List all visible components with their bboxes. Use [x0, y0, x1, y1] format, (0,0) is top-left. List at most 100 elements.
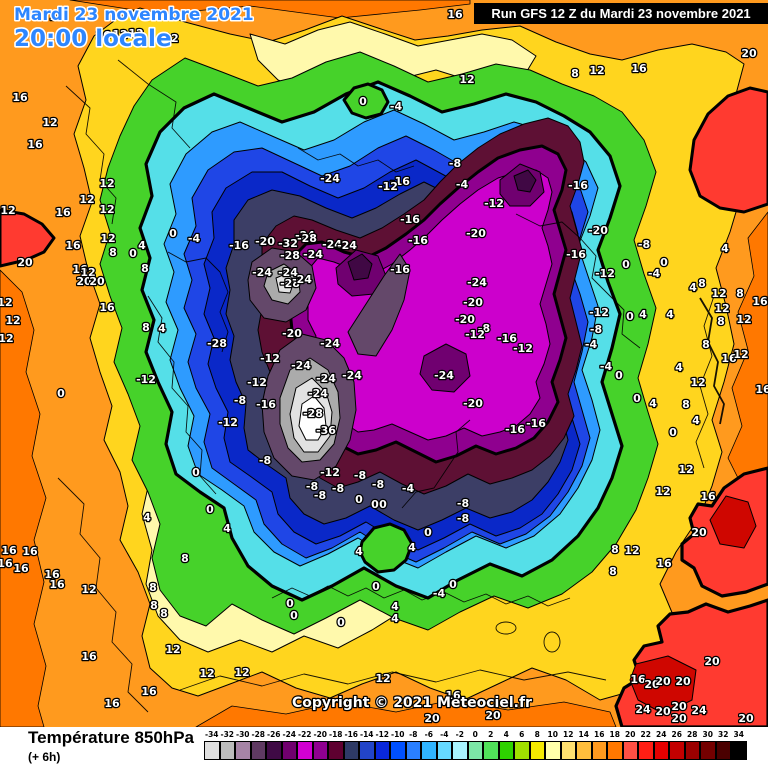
- colorbar-tick: 6: [519, 730, 525, 739]
- temp-label: -4: [188, 232, 201, 245]
- colorbar-cell: [452, 741, 468, 760]
- colorbar-cell: [343, 741, 359, 760]
- region-archipelago-light-gray: [275, 272, 295, 294]
- temp-label: 12: [80, 266, 95, 279]
- colorbar-cell: [312, 741, 328, 760]
- region-greenland-north-wedge: [347, 253, 411, 357]
- temp-label: 0: [449, 578, 457, 591]
- colorbar-cell: [390, 741, 406, 760]
- temp-label: 12: [99, 203, 114, 216]
- temp-label: 16: [49, 578, 65, 591]
- colorbar-cell: [653, 741, 669, 760]
- temp-label: 24: [635, 703, 651, 716]
- temp-label: -12: [218, 416, 238, 429]
- temp-label: 16: [752, 295, 768, 308]
- temp-label: -24: [342, 369, 362, 382]
- colorbar-cell: [281, 741, 297, 760]
- temp-label: -16: [408, 234, 428, 247]
- legend-title: Température 850hPa: [28, 728, 194, 747]
- region-near-black-patch: [513, 169, 537, 193]
- temp-label: 4: [692, 414, 700, 427]
- coastlines-and-contours: [57, 59, 725, 713]
- temp-label: -16: [505, 423, 525, 436]
- temp-label: -16: [390, 175, 410, 188]
- temp-label: 0: [206, 503, 214, 516]
- temp-label: 16: [0, 557, 13, 570]
- temp-label: 8: [142, 321, 150, 334]
- temp-label: 16: [656, 557, 672, 570]
- temp-label: 0: [626, 310, 634, 323]
- temp-label: -16: [566, 248, 586, 261]
- temp-label: 16: [81, 650, 97, 663]
- contour-line: [179, 669, 607, 691]
- temp-label: -12: [513, 342, 533, 355]
- colorbar-tick: -32: [220, 730, 235, 739]
- temp-label: 16: [72, 263, 88, 276]
- temp-label: -24: [291, 359, 311, 372]
- legend-footer: Température 850hPa (+ 6h) -34 -32 -30 -28 -2…: [0, 727, 768, 768]
- temp-label: -24: [320, 172, 340, 185]
- temp-label: 12: [589, 64, 604, 77]
- temp-label: 20: [704, 655, 720, 668]
- temp-label: 12: [690, 376, 705, 389]
- colorbar-tick: -6: [424, 730, 433, 739]
- temp-label: 20: [741, 47, 757, 60]
- temp-label: -24: [322, 238, 342, 251]
- temp-label: 16: [44, 568, 60, 581]
- temp-label: -28: [280, 249, 300, 262]
- temp-label: -8: [457, 512, 469, 525]
- temp-label: 12: [234, 666, 249, 679]
- temp-label: -16: [526, 417, 546, 430]
- temp-label: 12: [199, 667, 214, 680]
- temp-label: -24: [320, 337, 340, 350]
- coastline: [147, 295, 217, 495]
- temp-label: 4: [666, 308, 674, 321]
- colorbar-cell: [266, 741, 282, 760]
- colorbar-cell: [514, 741, 530, 760]
- text-overlays: Mardi 23 novembre 2021 20:00 locale Run …: [12, 3, 768, 712]
- run-info-bar: [474, 3, 768, 24]
- temp-label: -20: [463, 296, 483, 309]
- temp-label: -24: [316, 372, 336, 385]
- temp-label: 12: [733, 348, 748, 361]
- filled-temperature-regions: [0, 0, 768, 727]
- temp-label: -32: [278, 237, 298, 250]
- temp-label: -28: [280, 277, 300, 290]
- temp-label: -8: [457, 497, 469, 510]
- colorbar-tick: 24: [656, 730, 667, 739]
- temp-label: 20: [671, 712, 687, 725]
- temp-label: 16: [27, 138, 43, 151]
- colorbar-tick: -14: [359, 730, 374, 739]
- colorbar-cell: [591, 741, 607, 760]
- temp-label: -28: [297, 232, 317, 245]
- temp-label: -36: [316, 424, 336, 437]
- colorbar-cell: [328, 741, 344, 760]
- region-red-east-blob: [688, 86, 768, 214]
- temp-label: -20: [455, 313, 475, 326]
- temp-label: -24: [467, 276, 487, 289]
- temp-label: -16: [390, 263, 410, 276]
- temp-label: -16: [256, 398, 276, 411]
- temp-label: 8: [141, 262, 149, 275]
- temp-label: 20: [655, 705, 671, 718]
- temp-label: 12: [711, 287, 726, 300]
- temp-label: -4: [402, 482, 415, 495]
- temp-label: -16: [497, 332, 517, 345]
- colorbar-cell: [700, 741, 716, 760]
- region-near-black-patch: [347, 253, 373, 281]
- colorbar-cell: [250, 741, 266, 760]
- temp-label: -24: [434, 369, 454, 382]
- colorbar-tick: -28: [251, 730, 266, 739]
- colorbar: -34 -32 -30 -28 -26 -24 -22 -20 -18 -16 -14 -12 -10-…: [204, 730, 747, 760]
- temp-label: 4: [355, 545, 363, 558]
- temp-label: 24: [691, 704, 707, 717]
- region-greenland-minimum: [298, 395, 327, 441]
- temp-label: 0: [57, 387, 65, 400]
- region-dark-red-patch: [629, 655, 697, 715]
- temp-label: -8: [306, 480, 318, 493]
- colorbar-tick: -20: [313, 730, 328, 739]
- temp-label: -8: [638, 238, 650, 251]
- temp-label: -24: [337, 239, 357, 252]
- colorbar-cell: [219, 741, 235, 760]
